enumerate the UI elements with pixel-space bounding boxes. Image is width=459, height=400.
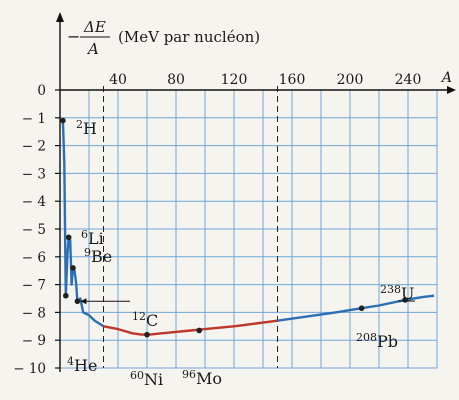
y-label-numerator: ΔE — [83, 18, 106, 36]
y-tick-label: − 8 — [22, 305, 46, 321]
y-axis-label: − ΔE A (MeV par nucléon) — [67, 18, 260, 58]
point-li — [65, 234, 72, 241]
y-tick-label: − 9 — [22, 333, 46, 349]
x-tick-label: 120 — [221, 72, 248, 88]
y-label-denominator: A — [86, 40, 99, 58]
x-tick-label: 240 — [395, 72, 422, 88]
point-pb — [358, 305, 365, 312]
x-axis-arrow — [447, 86, 456, 94]
x-tick-label: 80 — [167, 72, 185, 88]
x-tick-label: 160 — [279, 72, 306, 88]
label-mo: 96Mo — [182, 368, 222, 388]
point-h — [60, 117, 66, 124]
grid — [60, 86, 438, 369]
y-tick-label: − 7 — [22, 278, 46, 294]
label-be: 9Be — [84, 246, 112, 266]
x-tick-label: 40 — [109, 72, 127, 88]
y-tick-label: − 3 — [22, 166, 46, 182]
curve-light — [61, 120, 105, 328]
curve — [61, 120, 435, 336]
data-points — [60, 117, 408, 338]
point-ni — [144, 331, 150, 338]
label-c: 12C — [132, 310, 158, 330]
label-h: 2H — [76, 118, 97, 138]
point-be — [70, 265, 76, 271]
tick-labels: 40 80 120 160 200 240 A 0 − 1 − 2 − 3 − 4 − 5 − 6 − 7 −… — [13, 70, 452, 377]
y-tick-label: − 5 — [22, 222, 46, 238]
curve-heavy — [277, 294, 435, 322]
label-pb: 208Pb — [356, 331, 398, 351]
y-tick-label: − 10 — [13, 361, 46, 377]
y-tick-label: − 2 — [22, 139, 46, 155]
y-label-unit: (MeV par nucléon) — [118, 28, 260, 46]
c-leader-arrow — [80, 298, 87, 305]
label-li: 6Li — [81, 228, 104, 248]
point-mo — [196, 327, 202, 334]
x-axis-label: A — [440, 70, 452, 86]
x-tick-label: 200 — [337, 72, 364, 88]
curve-middle — [103, 319, 278, 336]
point-c — [74, 298, 81, 305]
y-tick-label: − 6 — [22, 250, 46, 266]
axes — [56, 12, 456, 372]
y-tick-label: − 4 — [22, 194, 46, 210]
point-he — [63, 292, 69, 299]
label-u: 238U — [380, 283, 414, 303]
label-he: 4He — [67, 355, 97, 375]
y-label-sign: − — [67, 27, 80, 46]
y-tick-label: 0 — [37, 83, 46, 99]
y-axis-arrow — [56, 12, 64, 22]
y-tick-label: − 1 — [22, 111, 46, 127]
label-ni: 60Ni — [130, 369, 163, 389]
